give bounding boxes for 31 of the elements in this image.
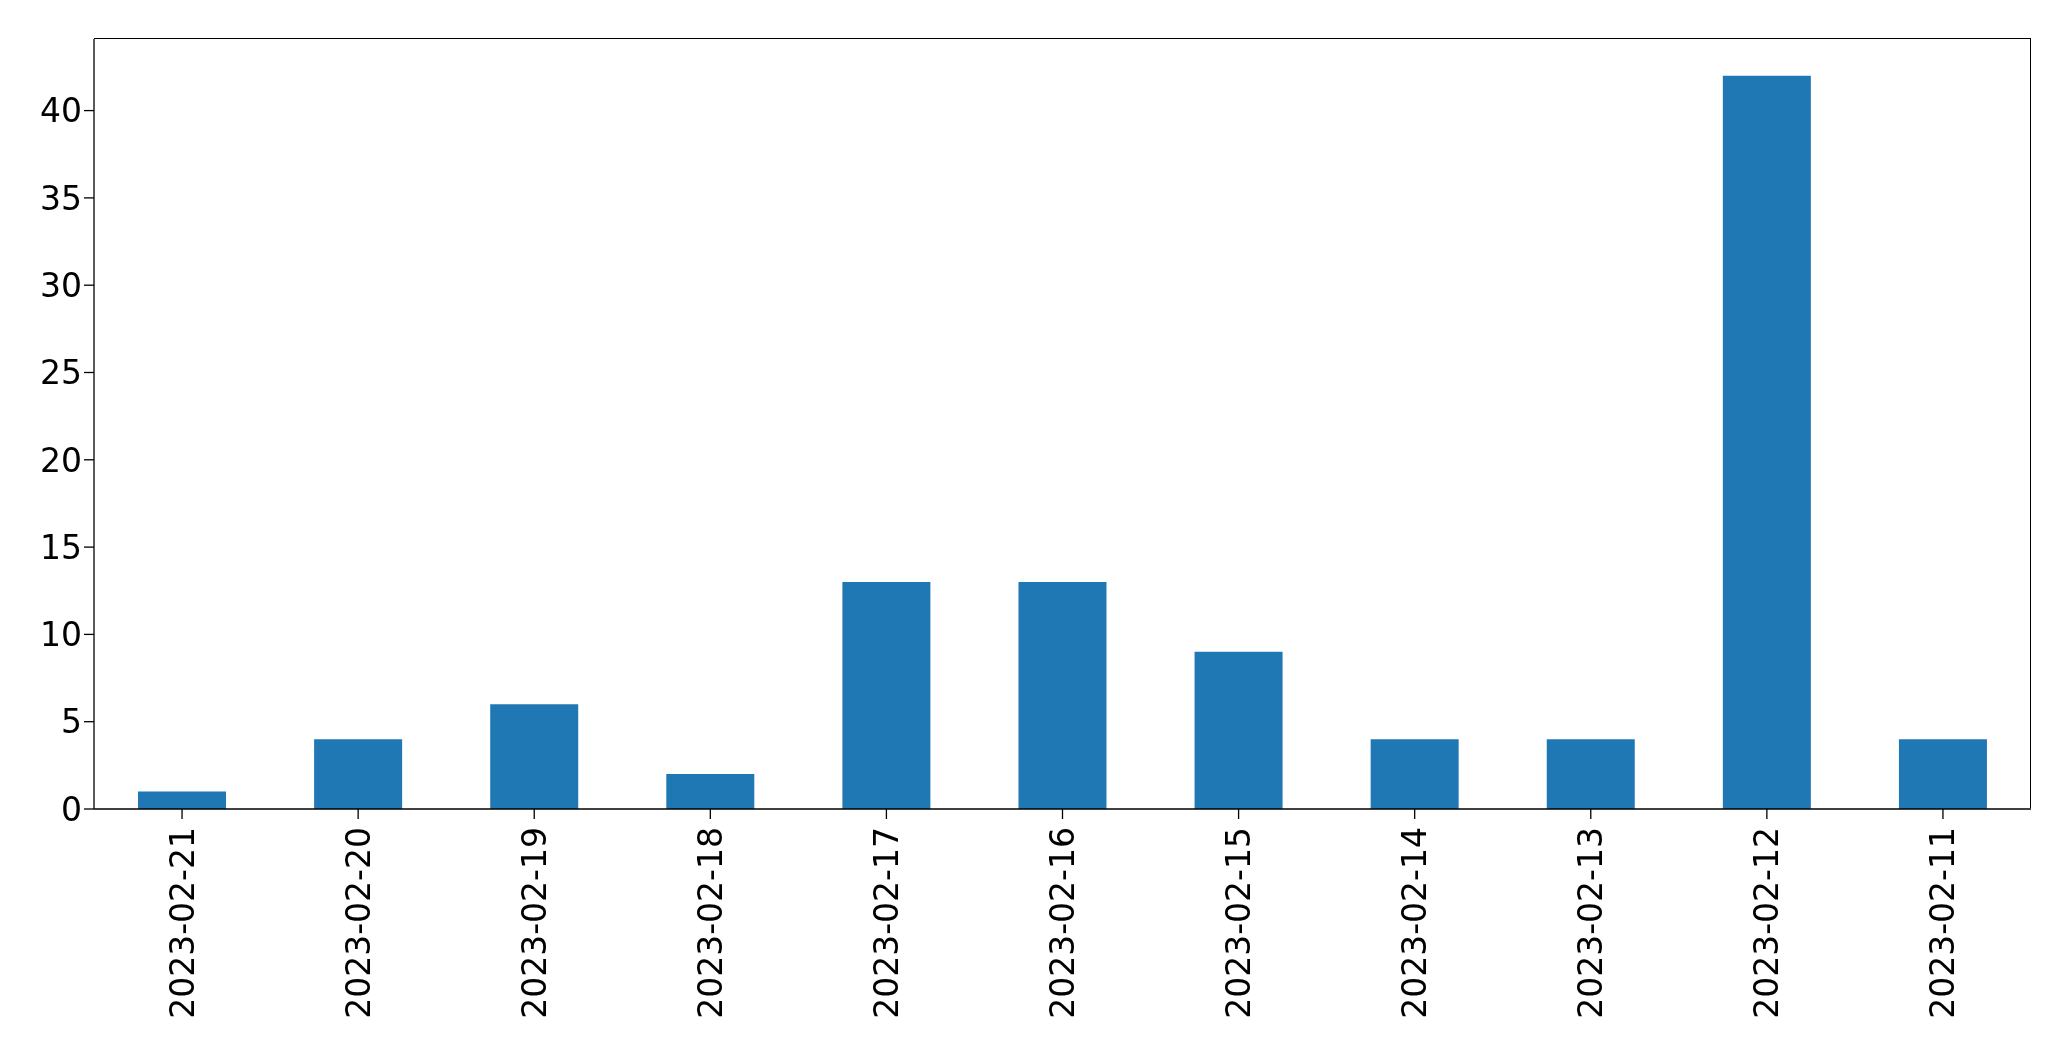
bar xyxy=(1194,651,1283,809)
y-tick-label: 15 xyxy=(40,527,82,567)
bar xyxy=(1898,739,1987,809)
y-tick-label: 0 xyxy=(61,789,82,829)
x-tick-label: 2023-02-16 xyxy=(1043,827,1082,1019)
x-tick-label: 2023-02-21 xyxy=(162,827,202,1019)
x-tick-label: 2023-02-11 xyxy=(1923,827,1963,1019)
bar xyxy=(842,582,931,809)
bar xyxy=(490,704,579,809)
bar xyxy=(1370,739,1459,809)
bar xyxy=(314,739,403,809)
x-tick-label: 2023-02-20 xyxy=(338,827,378,1019)
x-tick-label: 2023-02-15 xyxy=(1219,827,1259,1019)
y-tick-label: 40 xyxy=(40,91,82,131)
y-tick-label: 35 xyxy=(40,178,82,218)
y-tick-label: 5 xyxy=(61,702,82,742)
bar xyxy=(1018,582,1107,809)
bar xyxy=(1722,75,1811,809)
x-tick-label: 2023-02-14 xyxy=(1395,827,1435,1019)
x-tick-label: 2023-02-19 xyxy=(514,827,554,1019)
x-tick-label: 2023-02-18 xyxy=(690,827,730,1019)
bar xyxy=(1546,739,1635,809)
y-tick-label: 10 xyxy=(40,615,82,655)
y-tick-label: 20 xyxy=(40,440,82,480)
x-tick-label: 2023-02-17 xyxy=(866,827,906,1019)
x-tick-label: 2023-02-12 xyxy=(1747,827,1787,1019)
bar xyxy=(138,791,227,809)
x-tick-label: 2023-02-13 xyxy=(1571,827,1611,1019)
y-tick-label: 25 xyxy=(40,353,82,393)
y-tick-label: 30 xyxy=(40,265,82,305)
bar xyxy=(666,774,755,809)
